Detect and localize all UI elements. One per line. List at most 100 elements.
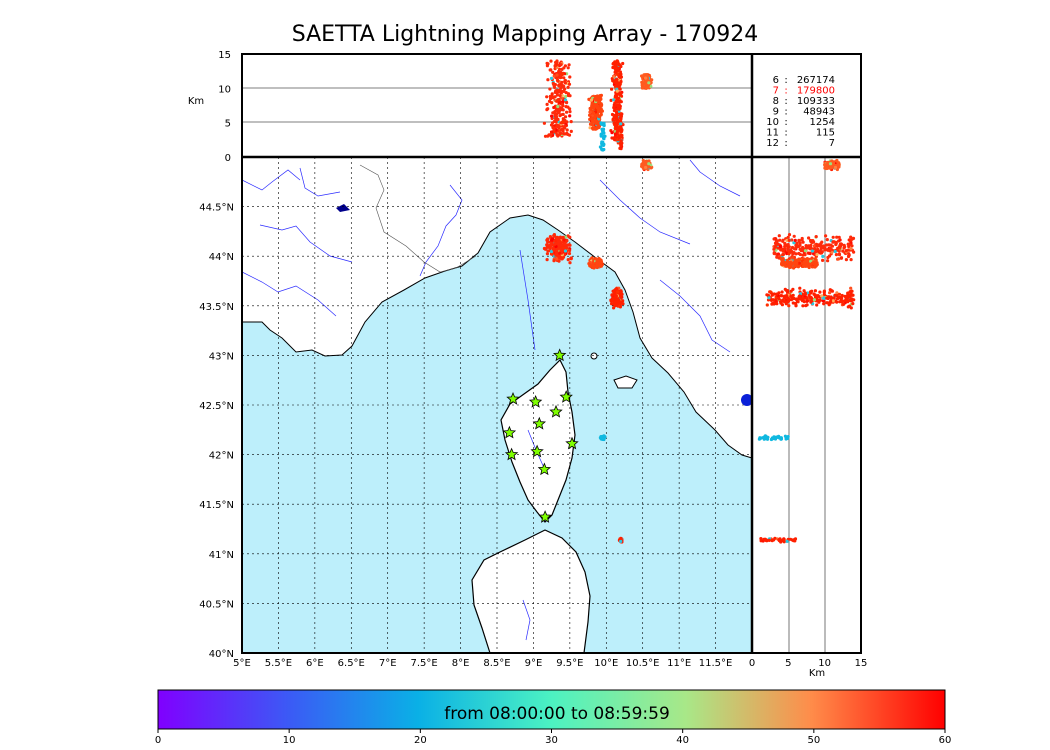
map-point xyxy=(615,287,619,291)
lat-altitude-point xyxy=(795,300,800,304)
lat-altitude-point xyxy=(849,286,853,290)
count-row: 11: 115 xyxy=(766,128,835,139)
map-point xyxy=(561,236,565,240)
count-value: 7 xyxy=(829,138,835,149)
altitude-point xyxy=(615,94,619,98)
lat-altitude-point xyxy=(831,299,835,303)
station-marker xyxy=(559,390,573,403)
lat-altitude-point xyxy=(793,539,797,543)
lat-altitude-point xyxy=(797,251,801,256)
lon-tick-label: 9°E xyxy=(525,658,543,669)
map-point xyxy=(619,289,623,293)
altitude-point xyxy=(588,122,593,126)
altitude-point xyxy=(619,118,623,123)
map-point xyxy=(569,256,573,260)
lat-altitude-point xyxy=(766,293,770,297)
count-sep: : xyxy=(784,107,787,118)
map-point xyxy=(546,237,550,241)
colorbar-caption: from 08:00:00 to 08:59:59 xyxy=(444,704,670,724)
map-point xyxy=(567,252,572,256)
station-marker xyxy=(565,436,579,450)
altitude-point xyxy=(599,133,603,137)
altitude-point xyxy=(613,65,617,69)
lat-altitude-point xyxy=(808,295,813,300)
lat-altitude-point xyxy=(831,235,835,239)
map-point xyxy=(610,293,614,297)
lat-altitude-point xyxy=(784,437,788,441)
altitude-axis-label: Km xyxy=(188,96,204,107)
altitude-point xyxy=(614,110,619,114)
lat-altitude-point xyxy=(791,256,795,260)
altitude-point xyxy=(545,61,549,65)
altitude-point xyxy=(612,75,616,79)
lat-altitude-point xyxy=(764,435,768,439)
lat-altitude-point xyxy=(794,252,798,256)
altitude-point xyxy=(558,106,563,110)
altitude-point xyxy=(615,117,619,122)
lat-tick-label: 40.5°N xyxy=(199,599,234,610)
altitude-point xyxy=(640,86,645,90)
lat-altitude-point xyxy=(798,294,802,298)
altitude-point xyxy=(615,121,619,125)
count-label: 12 xyxy=(766,138,779,149)
lat-altitude-point xyxy=(844,258,849,262)
lat-altitude-point xyxy=(801,253,805,257)
map-point xyxy=(601,437,605,441)
lat-altitude-point xyxy=(762,537,766,541)
colorbar-tick-label: 0 xyxy=(155,735,161,746)
lat-altitude-tick-labels: 0 5 10 15 xyxy=(749,658,868,669)
altitude-point xyxy=(590,116,594,121)
sardinia-land xyxy=(471,529,591,653)
altitude-point xyxy=(558,70,562,74)
lat-altitude-point xyxy=(797,261,802,265)
lat-altitude-point xyxy=(801,304,805,308)
lat-altitude-point xyxy=(847,252,851,256)
lat-altitude-point xyxy=(783,287,787,291)
map-point xyxy=(614,294,619,298)
lat-altitude-point xyxy=(821,299,825,303)
map-point xyxy=(565,239,569,243)
altitude-point xyxy=(597,115,602,119)
lat-altitude-point xyxy=(777,291,781,295)
altitude-point xyxy=(563,126,567,130)
lat-tick-label: 41°N xyxy=(209,550,234,561)
lon-tick-label: 5.5°E xyxy=(265,658,292,669)
lat-altitude-point xyxy=(836,162,840,166)
lat-altitude-point xyxy=(816,247,820,251)
map-point xyxy=(644,165,648,170)
lat-altitude-point xyxy=(802,264,806,268)
altitude-point xyxy=(615,103,619,107)
map-point xyxy=(599,258,603,262)
map-point xyxy=(592,264,596,268)
map-point xyxy=(564,235,568,239)
lat-altitude-point xyxy=(822,290,826,294)
lat-altitude-point xyxy=(842,299,846,303)
lat-altitude-point xyxy=(787,238,791,242)
altitude-point xyxy=(618,83,622,87)
lon-tick-label: 10.5°E xyxy=(626,658,660,669)
count-label: 8 xyxy=(773,96,779,107)
lat-tick-label: 41.5°N xyxy=(199,500,234,511)
altitude-point xyxy=(549,130,554,134)
lat-altitude-point xyxy=(812,292,816,296)
lat-altitude-point xyxy=(784,302,788,306)
altitude-point xyxy=(567,63,571,67)
lat-altitude-point xyxy=(804,244,808,248)
lat-altitude-point xyxy=(835,294,839,298)
map-point xyxy=(613,300,617,304)
altitude-point xyxy=(619,80,623,84)
map-point xyxy=(610,297,615,301)
lat-altitude-point xyxy=(838,238,842,242)
altitude-point xyxy=(566,85,570,89)
altitude-point xyxy=(565,101,569,105)
chart-title: SAETTA Lightning Mapping Array - 170924 xyxy=(291,22,759,47)
lat-altitude-point xyxy=(793,238,797,242)
altitude-point xyxy=(568,110,572,114)
altitude-point xyxy=(593,115,597,119)
lat-altitude-point xyxy=(787,262,792,267)
lat-altitude-point xyxy=(815,303,819,307)
lat-altitude-point xyxy=(769,298,774,302)
lat-altitude-axis-label: Km xyxy=(809,668,825,679)
count-label: 11 xyxy=(766,128,779,139)
elba-land xyxy=(613,375,638,389)
